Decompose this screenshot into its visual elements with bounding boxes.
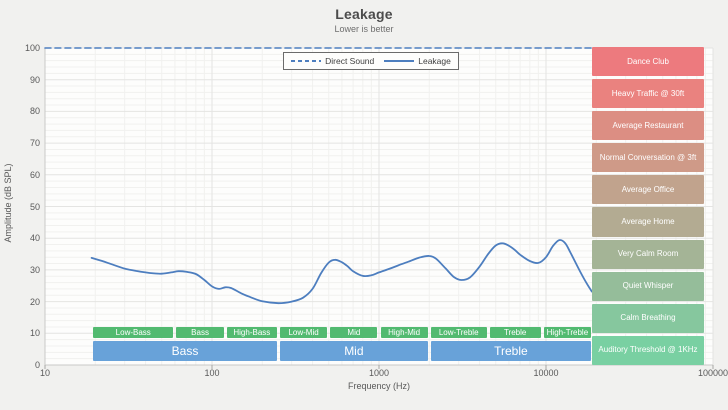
noise-level-scale: Dance Club Heavy Traffic @ 30ft Average Re…	[592, 47, 704, 365]
y-tick-label-0: 0	[34, 360, 40, 370]
y-tick-label-50: 50	[29, 201, 40, 212]
chart-subtitle: Lower is better	[334, 24, 394, 34]
series-line-leakage	[90, 239, 593, 305]
legend-label-leakage: Leakage	[418, 56, 451, 66]
noise-level-quiet-whisper: Quiet Whisper	[592, 271, 704, 301]
noise-level-auditory-threshold-1khz: Auditory Threshold @ 1KHz	[592, 335, 704, 365]
y-tick-label-60: 60	[29, 169, 40, 180]
y-axis-title: Amplitude (dB SPL)	[3, 163, 13, 243]
legend-item-direct-sound: Direct Sound	[291, 56, 374, 66]
y-tick-label-20: 20	[29, 296, 40, 307]
dashed-line-icon	[291, 60, 322, 62]
noise-level-average-home: Average Home	[592, 207, 704, 237]
legend: Direct Sound Leakage	[283, 52, 459, 70]
noise-level-dance-club: Dance Club	[592, 47, 704, 77]
x-tick-label-10000: 10000	[533, 368, 559, 378]
noise-level-normal-conversation-3ft: Normal Conversation @ 3ft	[592, 143, 704, 173]
x-tick-label-1000: 1000	[368, 368, 390, 378]
noise-level-very-calm-room: Very Calm Room	[592, 239, 704, 269]
x-tick-label-100000: 100000	[697, 368, 728, 378]
y-tick-label-100: 100	[24, 43, 40, 53]
x-tick-label-10: 10	[39, 368, 50, 378]
y-tick-label-10: 10	[29, 328, 40, 339]
chart-title: Leakage	[335, 6, 393, 22]
y-tick-label-40: 40	[29, 233, 40, 244]
y-tick-label-80: 80	[29, 106, 40, 117]
noise-level-calm-breathing: Calm Breathing	[592, 303, 704, 333]
legend-item-leakage: Leakage	[384, 56, 451, 66]
noise-level-average-office: Average Office	[592, 175, 704, 205]
legend-label-direct-sound: Direct Sound	[325, 56, 375, 66]
y-tick-label-90: 90	[29, 74, 40, 85]
noise-level-average-restaurant: Average Restaurant	[592, 111, 704, 141]
solid-line-icon	[384, 60, 415, 62]
x-tick-label-100: 100	[204, 368, 220, 378]
chart-header: Leakage Lower is better	[0, 6, 728, 34]
y-tick-label-30: 30	[29, 264, 40, 275]
noise-level-heavy-traffic-30ft: Heavy Traffic @ 30ft	[592, 79, 704, 109]
y-tick-label-70: 70	[29, 138, 40, 149]
x-axis-title: Frequency (Hz)	[347, 381, 410, 391]
